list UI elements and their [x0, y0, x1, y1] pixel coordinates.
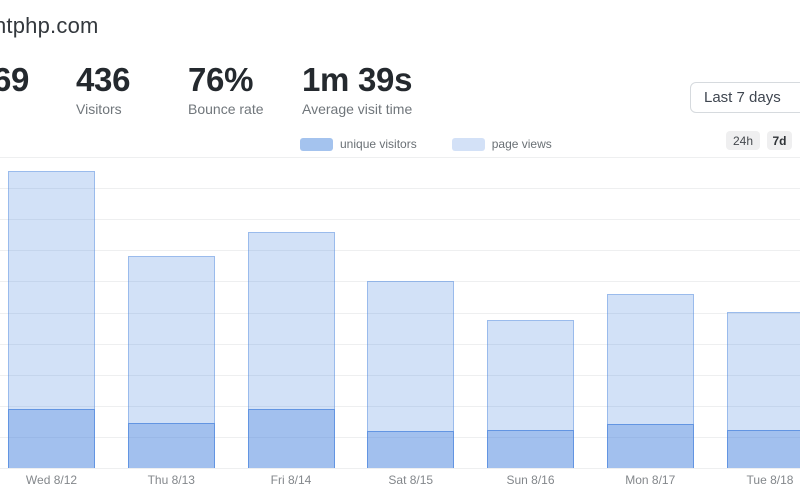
gridline [0, 250, 800, 252]
unique-visitors-bar[interactable] [726, 430, 800, 468]
site-title: ntphp.com [0, 13, 99, 38]
x-axis-label: Sun 8/16 [506, 473, 555, 487]
page-views-bar[interactable] [487, 320, 574, 430]
stat-bounce-rate: 76% Bounce rate [188, 61, 264, 118]
stat-visitors-value: 436 [76, 61, 131, 98]
stat-pageviews: 69 [0, 62, 29, 98]
stat-visitors-label: Visitors [76, 101, 122, 117]
unique-visitors-bar[interactable] [367, 431, 455, 468]
gridline [0, 405, 800, 407]
unique-visitors-bar[interactable] [606, 424, 694, 468]
unique-visitors-bar[interactable] [247, 409, 335, 468]
gridline [0, 468, 800, 469]
page-views-legend-label: page views [491, 137, 552, 151]
gridline [0, 281, 800, 283]
x-axis-label: Sat 8/15 [388, 473, 434, 487]
date-range-select[interactable]: Last 7 days [690, 82, 800, 113]
stat-avg-visit-time: 1m 39s Average visit time [302, 61, 413, 118]
range-button-7d[interactable]: 7d [767, 131, 792, 150]
unique-visitors-legend-label: unique visitors [340, 137, 417, 151]
chart-legend: unique visitors page views [300, 137, 552, 151]
unique-visitors-bar[interactable] [487, 430, 574, 468]
stat-visitors: 436 Visitors [76, 61, 131, 118]
page-views-bar[interactable] [726, 312, 800, 430]
x-axis-label: Thu 8/13 [147, 473, 195, 487]
x-axis-label: Mon 8/17 [625, 473, 676, 487]
legend-item-page-views[interactable]: page views [451, 137, 552, 151]
stat-pageviews-value: 69 [0, 61, 30, 98]
x-axis-label: Fri 8/14 [270, 473, 312, 487]
stat-bounce-rate-value: 76% [188, 61, 254, 98]
gridline [0, 374, 800, 376]
page-views-bar[interactable] [606, 294, 694, 424]
gridline [0, 219, 800, 221]
x-axis-label: Wed 8/12 [25, 473, 78, 487]
x-axis-label: Tue 8/18 [746, 473, 794, 487]
page-views-bar[interactable] [8, 171, 95, 409]
stat-bounce-rate-label: Bounce rate [188, 101, 264, 117]
unique-visitors-swatch [300, 137, 333, 151]
unique-visitors-bar[interactable] [8, 409, 95, 468]
page-views-bar[interactable] [367, 281, 455, 431]
unique-visitors-bar[interactable] [127, 423, 215, 468]
page-views-bar[interactable] [127, 256, 215, 423]
legend-item-unique-visitors[interactable]: unique visitors [300, 137, 417, 151]
date-range-selected-value: Last 7 days [704, 89, 781, 106]
page-views-swatch [451, 137, 485, 151]
range-button-24h[interactable]: 24h [726, 131, 760, 150]
gridline [0, 312, 800, 314]
gridline [0, 157, 800, 158]
stat-avg-visit-time-label: Average visit time [302, 101, 413, 117]
gridline [0, 343, 800, 345]
stat-avg-visit-time-value: 1m 39s [302, 61, 413, 98]
page-views-bar[interactable] [247, 232, 335, 409]
gridline [0, 188, 800, 190]
